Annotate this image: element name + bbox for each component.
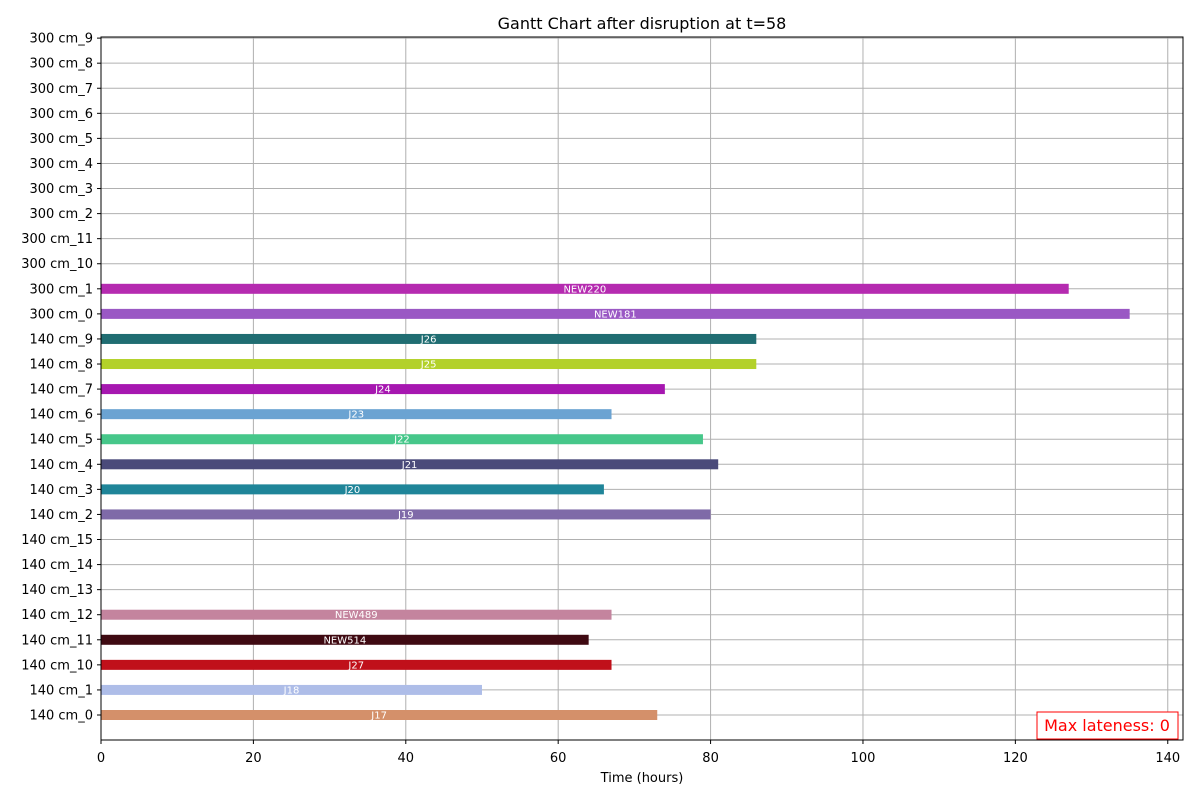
x-tick-label: 140 [1155, 751, 1180, 766]
y-tick-label: 140 cm_11 [21, 633, 93, 648]
task-bar [101, 659, 612, 670]
y-tick-label: 140 cm_12 [21, 608, 93, 623]
max-lateness-text: Max lateness: 0 [1044, 716, 1170, 735]
y-tick-label: 140 cm_0 [29, 709, 93, 724]
y-tick-label: 300 cm_0 [29, 307, 93, 322]
x-axis-label: Time (hours) [600, 771, 684, 786]
y-tick-label: 300 cm_6 [29, 107, 93, 122]
task-label: NEW220 [563, 284, 606, 295]
task-label: J22 [393, 435, 410, 446]
task-bar [101, 333, 757, 344]
x-tick-label: 60 [550, 751, 567, 766]
task-bar [101, 409, 612, 420]
y-tick-label: 300 cm_11 [21, 232, 93, 247]
task-label: J26 [420, 334, 437, 345]
y-tick-label: 300 cm_8 [29, 57, 93, 72]
y-tick-label: 300 cm_1 [29, 282, 93, 297]
task-bar [101, 509, 711, 520]
task-label: J20 [344, 485, 361, 496]
task-bar [101, 283, 1069, 294]
task-bar [101, 459, 719, 470]
y-tick-label: 140 cm_10 [21, 658, 93, 673]
task-bar [101, 710, 658, 720]
task-bar [101, 359, 757, 370]
task-label: J18 [283, 685, 300, 696]
y-tick-label: 140 cm_9 [29, 332, 93, 347]
task-bar [101, 384, 665, 395]
task-label: NEW181 [594, 309, 637, 320]
x-tick-label: 80 [702, 751, 719, 766]
y-tick-label: 140 cm_6 [29, 408, 93, 423]
y-tick-label: 300 cm_9 [29, 32, 93, 47]
task-label: NEW489 [335, 610, 378, 621]
task-bar [101, 484, 604, 495]
y-tick-label: 140 cm_8 [29, 358, 93, 373]
y-tick-label: 300 cm_7 [29, 82, 93, 97]
y-tick-label: 300 cm_2 [29, 207, 93, 222]
y-tick-label: 140 cm_7 [29, 383, 93, 398]
y-tick-label: 140 cm_1 [29, 683, 93, 698]
task-label: J25 [420, 360, 437, 371]
x-tick-label: 20 [245, 751, 262, 766]
task-bar [101, 634, 589, 645]
y-tick-label: 300 cm_5 [29, 132, 93, 147]
x-tick-label: 0 [97, 751, 105, 766]
task-bar [101, 308, 1130, 319]
x-tick-label: 40 [398, 751, 415, 766]
task-bar [101, 609, 612, 620]
task-label: J24 [374, 385, 391, 396]
y-tick-label: 300 cm_10 [21, 257, 93, 272]
x-tick-label: 120 [1003, 751, 1028, 766]
task-label: J19 [397, 510, 414, 521]
y-tick-label: 140 cm_13 [21, 583, 93, 598]
task-bar [101, 684, 482, 695]
y-tick-label: 140 cm_2 [29, 508, 93, 523]
task-label: J21 [401, 460, 418, 471]
y-tick-label: 300 cm_3 [29, 182, 93, 197]
chart-title: Gantt Chart after disruption at t=58 [498, 14, 787, 33]
task-label: J27 [347, 660, 364, 671]
axes: 0 20 40 60 80 100 120 140 140 cm_0 140 cm_1 140 cm… [21, 32, 1184, 766]
plot-frame [100, 36, 1184, 741]
y-tick-label: 140 cm_3 [29, 483, 93, 498]
y-tick-label: 140 cm_14 [21, 558, 93, 573]
y-tick-label: 140 cm_5 [29, 433, 93, 448]
max-lateness-annotation: Max lateness: 0 [1036, 711, 1179, 740]
bars: J17 J18 J27 NEW514 NEW489 J19 J20 J21 J22 J23 J24 J… [101, 283, 1130, 722]
task-label: J17 [370, 711, 387, 722]
annotation-box [1036, 711, 1179, 740]
x-tick-label: 100 [851, 751, 876, 766]
task-label: J23 [347, 410, 364, 421]
task-bar [101, 434, 703, 445]
y-tick-label: 300 cm_4 [29, 157, 93, 172]
task-label: NEW514 [323, 635, 366, 646]
y-tick-label: 140 cm_4 [29, 458, 93, 473]
y-tick-label: 140 cm_15 [21, 533, 93, 548]
